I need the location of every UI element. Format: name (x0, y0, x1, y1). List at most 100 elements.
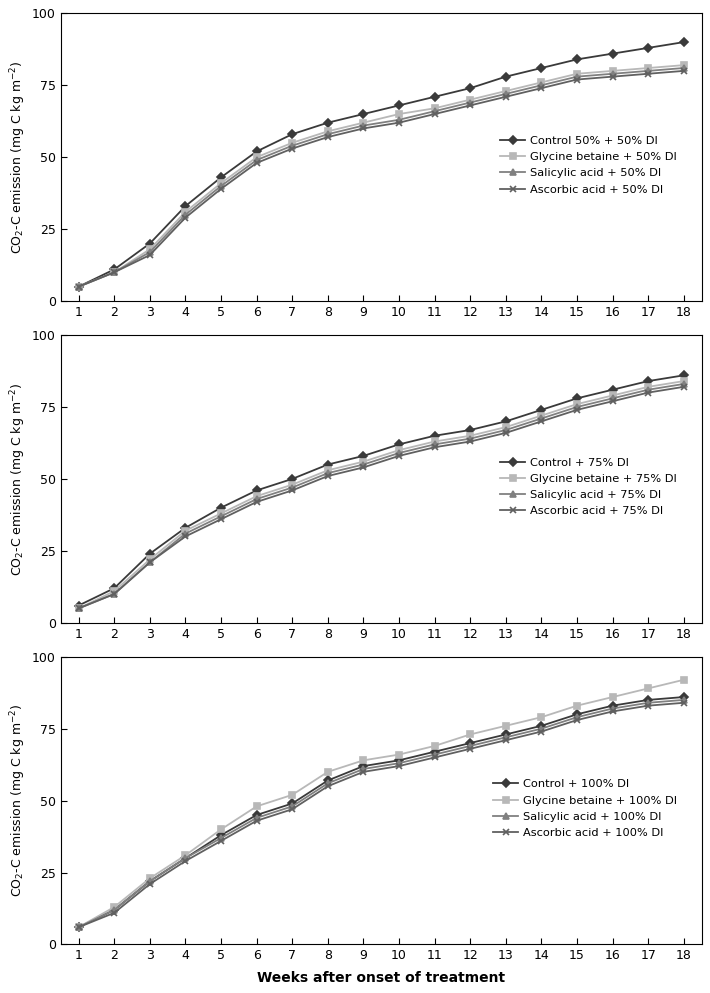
Glycine betaine + 75% DI (501, 421, 510, 433)
Ascorbic acid + 75% DI (252, 496, 261, 507)
Glycine betaine + 100% DI (110, 901, 119, 913)
Glycine betaine + 100% DI (181, 849, 190, 861)
Glycine betaine + 50% DI (501, 85, 510, 97)
Glycine betaine + 50% DI (608, 65, 617, 76)
Ascorbic acid + 50% DI (146, 249, 154, 261)
Line: Ascorbic acid + 100% DI: Ascorbic acid + 100% DI (75, 699, 687, 930)
Ascorbic acid + 50% DI (252, 157, 261, 169)
Legend: Control + 75% DI, Glycine betaine + 75% DI, Salicylic acid + 75% DI, Ascorbic ac: Control + 75% DI, Glycine betaine + 75% … (501, 458, 677, 516)
Salicylic acid + 75% DI (430, 439, 439, 451)
Glycine betaine + 100% DI (644, 682, 652, 694)
Salicylic acid + 50% DI (324, 128, 332, 140)
Ascorbic acid + 50% DI (644, 68, 652, 79)
Line: Control + 75% DI: Control + 75% DI (76, 372, 687, 609)
Glycine betaine + 50% DI (252, 151, 261, 163)
Ascorbic acid + 75% DI (324, 470, 332, 482)
Salicylic acid + 75% DI (679, 378, 688, 390)
Glycine betaine + 50% DI (537, 76, 546, 88)
Glycine betaine + 100% DI (288, 788, 297, 800)
Salicylic acid + 100% DI (466, 740, 474, 752)
Salicylic acid + 100% DI (679, 694, 688, 706)
Control 50% + 50% DI (395, 99, 403, 111)
Salicylic acid + 100% DI (146, 875, 154, 887)
Ascorbic acid + 75% DI (501, 427, 510, 439)
Ascorbic acid + 100% DI (573, 714, 581, 726)
Ascorbic acid + 50% DI (217, 183, 225, 195)
Glycine betaine + 75% DI (217, 507, 225, 519)
Ascorbic acid + 75% DI (573, 404, 581, 416)
Control 50% + 50% DI (110, 263, 119, 275)
Glycine betaine + 50% DI (110, 266, 119, 278)
Control 50% + 50% DI (644, 42, 652, 54)
Control + 75% DI (217, 501, 225, 513)
Salicylic acid + 50% DI (146, 246, 154, 258)
Ascorbic acid + 100% DI (644, 700, 652, 712)
Glycine betaine + 50% DI (75, 281, 83, 293)
Ascorbic acid + 50% DI (75, 281, 83, 293)
Glycine betaine + 75% DI (608, 389, 617, 401)
Salicylic acid + 75% DI (324, 467, 332, 479)
Control + 100% DI (501, 729, 510, 741)
Control 50% + 50% DI (466, 82, 474, 94)
Control + 100% DI (181, 852, 190, 864)
Ascorbic acid + 50% DI (181, 212, 190, 223)
Glycine betaine + 75% DI (75, 603, 83, 615)
Control 50% + 50% DI (679, 36, 688, 48)
Salicylic acid + 50% DI (573, 71, 581, 82)
Salicylic acid + 100% DI (252, 812, 261, 824)
Glycine betaine + 100% DI (324, 766, 332, 778)
Control + 100% DI (110, 904, 119, 916)
Ascorbic acid + 100% DI (537, 726, 546, 738)
Salicylic acid + 50% DI (395, 114, 403, 126)
Glycine betaine + 50% DI (395, 108, 403, 120)
Glycine betaine + 75% DI (573, 398, 581, 410)
Salicylic acid + 100% DI (537, 723, 546, 735)
Control 50% + 50% DI (288, 128, 297, 140)
Glycine betaine + 50% DI (324, 125, 332, 137)
Glycine betaine + 75% DI (252, 491, 261, 502)
Legend: Control + 100% DI, Glycine betaine + 100% DI, Salicylic acid + 100% DI, Ascorbic: Control + 100% DI, Glycine betaine + 100… (493, 780, 677, 838)
Ascorbic acid + 100% DI (359, 766, 368, 778)
Glycine betaine + 75% DI (537, 410, 546, 422)
Salicylic acid + 75% DI (501, 424, 510, 436)
Control 50% + 50% DI (252, 146, 261, 158)
Salicylic acid + 100% DI (288, 800, 297, 812)
Glycine betaine + 50% DI (288, 137, 297, 149)
Salicylic acid + 100% DI (573, 711, 581, 723)
Control + 75% DI (75, 600, 83, 612)
Ascorbic acid + 100% DI (608, 705, 617, 717)
Ascorbic acid + 75% DI (466, 436, 474, 448)
Control 50% + 50% DI (324, 117, 332, 129)
Glycine betaine + 50% DI (644, 62, 652, 73)
Salicylic acid + 75% DI (181, 527, 190, 539)
Glycine betaine + 50% DI (217, 177, 225, 189)
Salicylic acid + 100% DI (395, 758, 403, 770)
Control + 75% DI (324, 459, 332, 471)
Control + 75% DI (537, 404, 546, 416)
X-axis label: Weeks after onset of treatment: Weeks after onset of treatment (257, 971, 506, 985)
Control 50% + 50% DI (359, 108, 368, 120)
Control + 75% DI (679, 369, 688, 381)
Ascorbic acid + 100% DI (146, 878, 154, 890)
Control + 75% DI (252, 485, 261, 496)
Glycine betaine + 100% DI (501, 720, 510, 732)
Glycine betaine + 50% DI (146, 243, 154, 255)
Line: Control 50% + 50% DI: Control 50% + 50% DI (76, 40, 687, 289)
Salicylic acid + 75% DI (644, 383, 652, 395)
Control + 100% DI (608, 700, 617, 712)
Salicylic acid + 75% DI (288, 482, 297, 494)
Salicylic acid + 75% DI (466, 433, 474, 445)
Ascorbic acid + 75% DI (644, 386, 652, 398)
Glycine betaine + 100% DI (573, 700, 581, 712)
Ascorbic acid + 100% DI (110, 907, 119, 919)
Control + 75% DI (146, 548, 154, 560)
Control 50% + 50% DI (608, 48, 617, 60)
Glycine betaine + 100% DI (75, 922, 83, 933)
Ascorbic acid + 100% DI (217, 835, 225, 847)
Control + 100% DI (288, 797, 297, 809)
Salicylic acid + 50% DI (466, 96, 474, 108)
Salicylic acid + 100% DI (608, 703, 617, 715)
Ascorbic acid + 50% DI (395, 117, 403, 129)
Ascorbic acid + 100% DI (324, 780, 332, 792)
Ascorbic acid + 75% DI (75, 603, 83, 615)
